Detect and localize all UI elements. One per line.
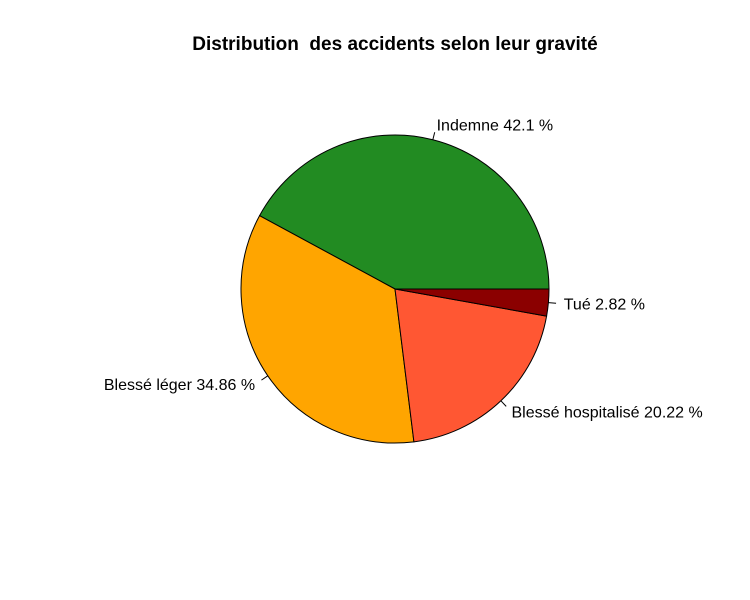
pie-leader-tick xyxy=(261,375,269,381)
pie-slice-label: Blessé léger 34.86 % xyxy=(104,377,255,394)
pie-slices xyxy=(240,134,550,444)
pie-slice xyxy=(240,214,415,444)
pie-leader-tick xyxy=(548,302,557,304)
chart-title: Distribution des accidents selon leur gr… xyxy=(192,34,597,55)
pie-labels: Indemne 42.1 % Blessé léger 34.86 % Blessé… xyxy=(104,117,703,421)
pie-slice-label: Blessé hospitalisé 20.22 % xyxy=(512,405,703,422)
pie-slice-label: Indemne 42.1 % xyxy=(437,117,554,134)
pie-slice-label: Tué 2.82 % xyxy=(564,297,645,314)
pie-leader-tick xyxy=(432,132,436,140)
pie-leader-tick xyxy=(500,400,507,407)
pie-slice xyxy=(394,288,548,443)
pie-slice xyxy=(394,288,550,317)
